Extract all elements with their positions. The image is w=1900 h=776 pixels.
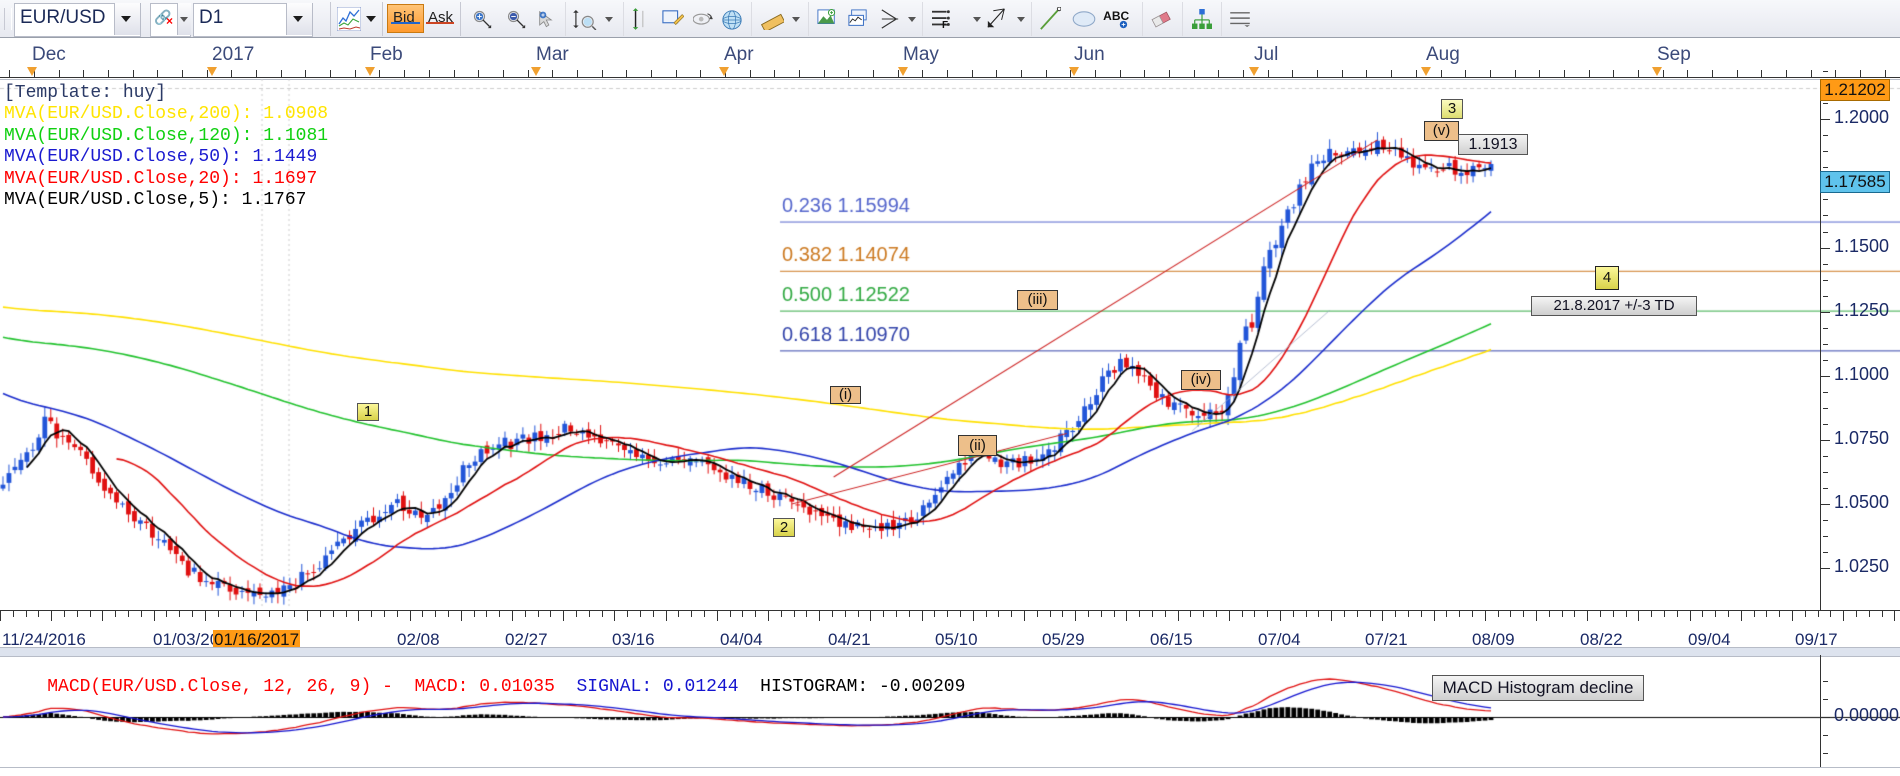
svg-text:ABC: ABC: [1103, 9, 1129, 23]
svg-text:F: F: [942, 20, 948, 29]
